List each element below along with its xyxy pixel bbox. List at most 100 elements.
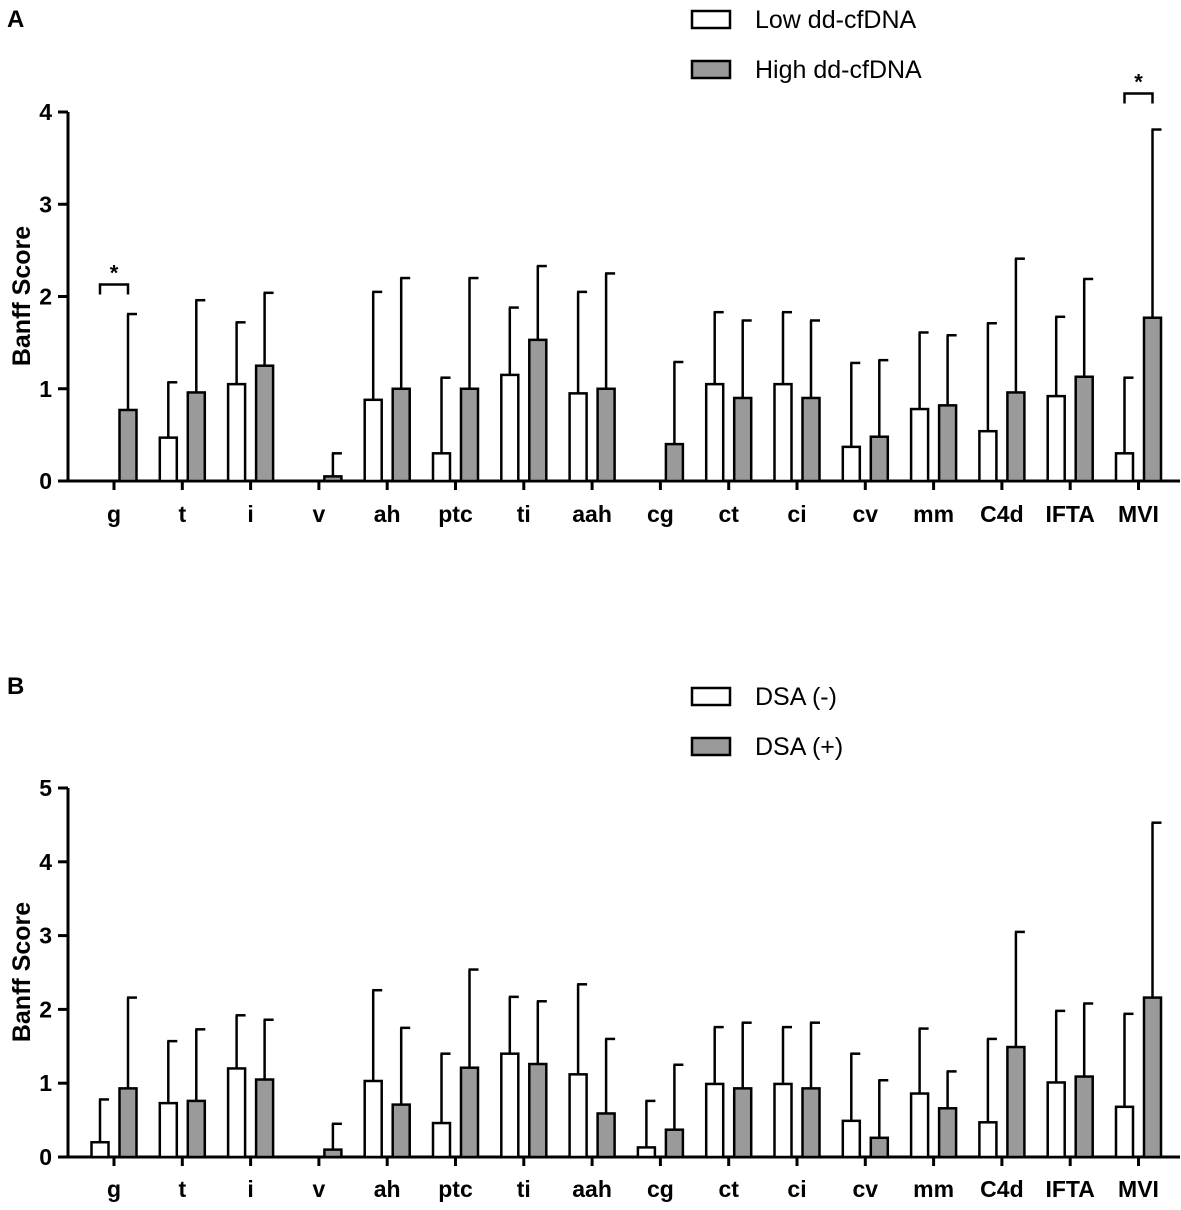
x-tick-label: i	[247, 501, 253, 527]
bar-series-2	[1074, 1075, 1094, 1159]
bar-series-1	[500, 1052, 520, 1159]
bar-series-1	[568, 392, 588, 483]
bar-series-2	[801, 1087, 821, 1159]
x-tick-label: ci	[787, 501, 806, 527]
bar-series-2	[186, 391, 207, 483]
bar-series-2	[323, 475, 343, 483]
bar-series-2	[118, 408, 138, 483]
bar-series-2	[1006, 1045, 1026, 1159]
bar-series-2	[869, 1136, 890, 1159]
x-tick-label: ti	[517, 1176, 531, 1202]
bar-series-2	[118, 1087, 138, 1159]
bar-series-2	[459, 387, 480, 483]
x-tick-label: v	[313, 501, 326, 527]
x-tick-label: t	[178, 1176, 186, 1202]
bar-series-1	[363, 398, 383, 483]
bar-series-2	[528, 1062, 548, 1159]
bar-series-2	[459, 1066, 480, 1159]
bar-series-2	[732, 1087, 753, 1159]
x-tick-label: i	[247, 1176, 253, 1202]
bar-series-1	[978, 1121, 998, 1159]
legend-label-2: High dd-cfDNA	[755, 56, 922, 84]
bar-series-1	[841, 1119, 862, 1159]
bar-series-2	[186, 1099, 207, 1159]
y-tick-label: 2	[39, 996, 52, 1022]
x-tick-label: cv	[853, 1176, 879, 1202]
bar-series-2	[1142, 996, 1163, 1159]
x-tick-label: ct	[718, 1176, 739, 1202]
bar-series-1	[909, 407, 930, 483]
bar-series-2	[937, 404, 958, 483]
y-tick-label: 1	[39, 1070, 52, 1096]
legend-label-1: DSA (-)	[755, 683, 837, 711]
legend-label-1: Low dd-cfDNA	[755, 6, 916, 34]
x-tick-label: IFTA	[1045, 501, 1094, 527]
x-tick-label: MVI	[1118, 1176, 1159, 1202]
bar-series-1	[1046, 1081, 1066, 1159]
panel-letter: B	[7, 673, 24, 700]
bar-series-2	[732, 396, 753, 483]
bar-series-1	[1046, 394, 1066, 483]
y-tick-label: 3	[39, 191, 52, 217]
y-tick-label: 3	[39, 923, 52, 949]
significance-bracket	[98, 283, 130, 295]
bar-series-2	[664, 1128, 685, 1159]
y-tick-label: 4	[39, 849, 52, 875]
bar-series-1	[500, 373, 520, 483]
bar-series-2	[937, 1107, 958, 1159]
significance-marker: *	[1134, 70, 1143, 95]
x-tick-label: cg	[647, 1176, 674, 1202]
x-tick-label: t	[178, 501, 186, 527]
x-tick-label: C4d	[980, 1176, 1023, 1202]
bar-series-1	[704, 382, 725, 483]
x-tick-label: v	[313, 1176, 326, 1202]
y-axis-title: Banff Score	[8, 226, 36, 366]
x-tick-label: ptc	[438, 501, 473, 527]
bar-series-1	[431, 1121, 452, 1159]
bar-series-1	[909, 1092, 930, 1159]
bar-series-2	[1074, 375, 1094, 483]
bar-series-2	[1142, 316, 1163, 483]
legend-swatch-2	[690, 736, 732, 757]
bar-series-2	[596, 387, 616, 483]
bar-series-1	[226, 382, 247, 483]
bar-series-2	[323, 1148, 343, 1159]
bar-series-1	[568, 1073, 588, 1159]
bar-series-1	[841, 445, 862, 483]
significance-bracket	[1123, 92, 1154, 104]
bar-series-2	[869, 435, 890, 483]
panel-letter: A	[7, 6, 24, 33]
bar-series-2	[391, 387, 411, 483]
significance-marker: *	[110, 261, 119, 286]
bar-series-1	[636, 1146, 657, 1159]
x-tick-label: ct	[718, 501, 739, 527]
y-tick-label: 1	[39, 376, 52, 402]
bar-series-1	[1114, 1105, 1135, 1159]
x-tick-label: C4d	[980, 501, 1023, 527]
legend-swatch-2	[690, 59, 732, 80]
bar-series-1	[431, 452, 452, 483]
bar-series-2	[596, 1112, 616, 1159]
bar-series-2	[1006, 391, 1026, 483]
x-tick-label: IFTA	[1045, 1176, 1094, 1202]
bar-series-2	[664, 442, 685, 483]
x-tick-label: MVI	[1118, 501, 1159, 527]
bar-series-1	[773, 1082, 793, 1159]
x-tick-label: ti	[517, 501, 531, 527]
bar-series-1	[90, 1140, 110, 1159]
bar-series-1	[158, 1101, 179, 1159]
bar-series-2	[391, 1103, 411, 1159]
x-tick-label: cv	[853, 501, 879, 527]
y-tick-label: 4	[39, 99, 52, 125]
x-tick-label: ah	[374, 1176, 401, 1202]
bar-series-2	[254, 1078, 275, 1159]
bar-series-1	[978, 429, 998, 483]
bar-series-1	[226, 1067, 247, 1159]
x-tick-label: ah	[374, 501, 401, 527]
bar-series-1	[773, 382, 793, 483]
y-axis-title: Banff Score	[8, 902, 36, 1042]
bar-series-2	[254, 364, 275, 483]
